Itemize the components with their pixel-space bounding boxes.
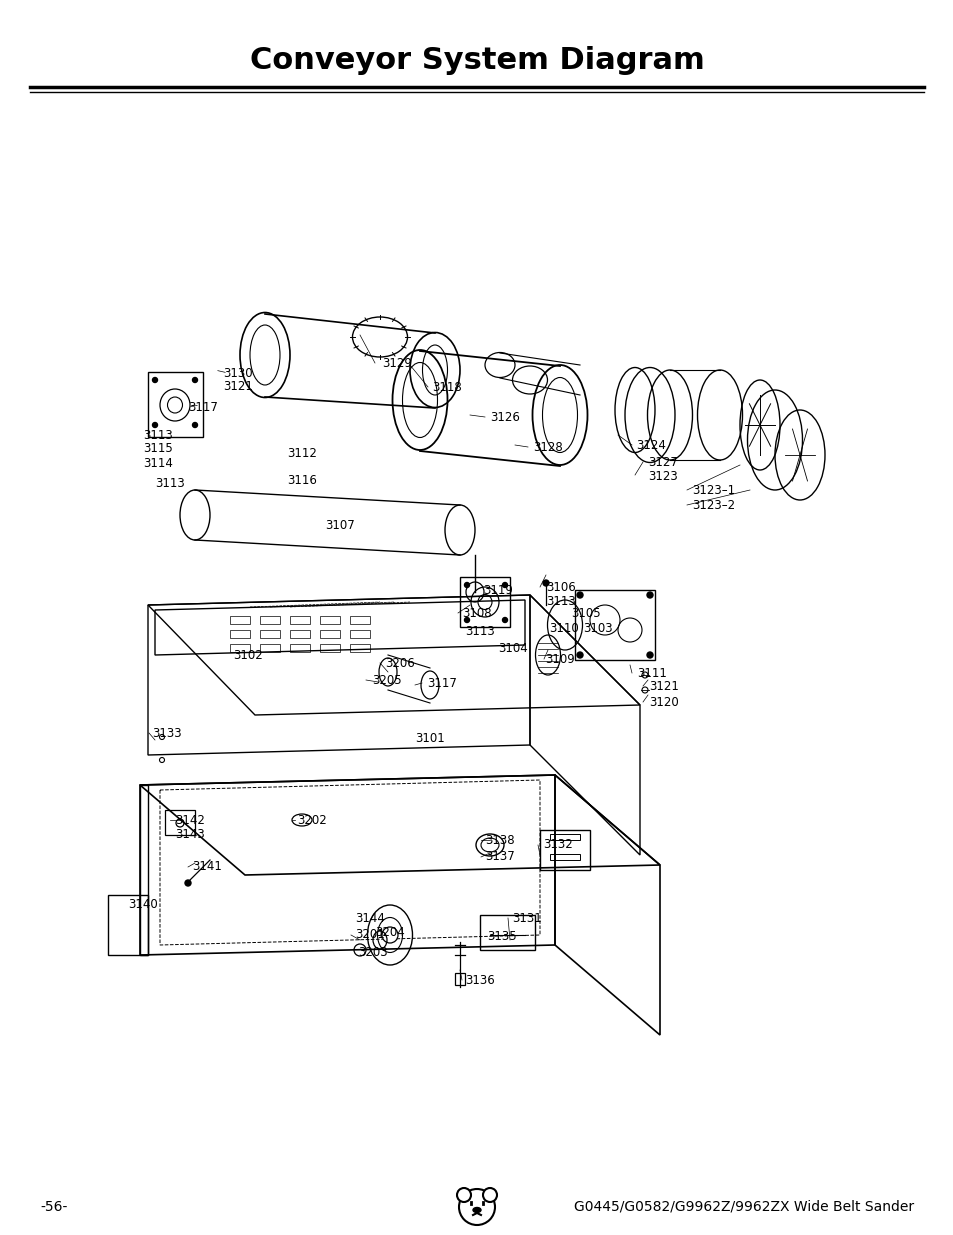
Circle shape [577, 652, 582, 658]
Text: 3123–2: 3123–2 [691, 499, 735, 511]
Text: 3206: 3206 [385, 657, 415, 669]
Bar [459, 577, 510, 627]
Text: 3201: 3201 [355, 929, 384, 941]
Text: 3123: 3123 [647, 469, 677, 483]
Text: 3113: 3113 [143, 429, 172, 441]
Bar [230, 616, 250, 624]
Text: 3202: 3202 [296, 814, 327, 826]
Circle shape [456, 1188, 471, 1202]
Text: 3144: 3144 [355, 911, 384, 925]
Bar [350, 616, 370, 624]
Text: 3103: 3103 [582, 621, 612, 635]
Text: 3127: 3127 [647, 456, 678, 468]
Circle shape [193, 422, 197, 427]
Circle shape [542, 580, 548, 585]
Text: 3113: 3113 [464, 625, 495, 637]
Bar [260, 616, 280, 624]
Bar [550, 853, 579, 860]
Text: 3121: 3121 [223, 379, 253, 393]
Bar [319, 643, 339, 652]
Bar [575, 590, 655, 659]
Text: 3143: 3143 [174, 829, 205, 841]
Bar [350, 643, 370, 652]
Text: 3115: 3115 [143, 441, 172, 454]
Text: 3132: 3132 [542, 839, 572, 851]
Text: G0445/G0582/G9962Z/9962ZX Wide Belt Sander: G0445/G0582/G9962Z/9962ZX Wide Belt Sand… [574, 1200, 913, 1214]
Text: 3128: 3128 [533, 441, 562, 453]
Text: 3133: 3133 [152, 726, 181, 740]
Text: Conveyor System Diagram: Conveyor System Diagram [250, 46, 703, 74]
Circle shape [577, 592, 582, 598]
Text: 3124: 3124 [636, 438, 665, 452]
Text: -56-: -56- [40, 1200, 68, 1214]
Text: 3129: 3129 [381, 357, 412, 369]
Text: 3119: 3119 [482, 583, 513, 597]
Bar [230, 630, 250, 638]
Text: 3111: 3111 [637, 667, 666, 679]
Text: 3108: 3108 [461, 606, 491, 620]
Text: 3141: 3141 [192, 861, 222, 873]
Circle shape [502, 583, 507, 588]
Circle shape [193, 378, 197, 383]
Text: 3102: 3102 [233, 648, 262, 662]
Circle shape [381, 927, 397, 944]
Text: 3136: 3136 [464, 973, 495, 987]
Text: 3104: 3104 [497, 641, 527, 655]
Circle shape [646, 652, 652, 658]
Text: 3113: 3113 [545, 594, 576, 608]
Text: 3106: 3106 [545, 580, 576, 594]
Bar [319, 616, 339, 624]
Text: 3107: 3107 [325, 519, 355, 531]
Bar [260, 643, 280, 652]
Circle shape [464, 583, 469, 588]
Circle shape [152, 378, 157, 383]
Text: 3110: 3110 [548, 621, 578, 635]
Circle shape [152, 422, 157, 427]
Bar [290, 616, 310, 624]
Text: 3137: 3137 [484, 851, 515, 863]
Circle shape [646, 592, 652, 598]
Text: 3205: 3205 [372, 673, 401, 687]
Bar [350, 630, 370, 638]
Text: 3109: 3109 [544, 652, 574, 666]
Circle shape [458, 1189, 495, 1225]
Text: 3113: 3113 [154, 477, 185, 489]
Text: 3121: 3121 [648, 679, 679, 693]
Text: 3138: 3138 [484, 834, 514, 846]
Text: 3130: 3130 [223, 367, 253, 379]
Circle shape [464, 618, 469, 622]
Text: 3117: 3117 [427, 677, 456, 689]
Bar [539, 830, 589, 869]
Text: 3131: 3131 [512, 911, 541, 925]
Bar [290, 630, 310, 638]
Bar [165, 810, 194, 835]
Bar [148, 372, 203, 437]
Circle shape [482, 1188, 497, 1202]
Text: 3101: 3101 [415, 731, 444, 745]
Text: 3116: 3116 [287, 473, 316, 487]
Text: 3117: 3117 [188, 400, 217, 414]
Bar [550, 834, 579, 840]
Text: 3112: 3112 [287, 447, 316, 459]
Circle shape [502, 618, 507, 622]
Bar [260, 630, 280, 638]
Bar [230, 643, 250, 652]
Text: 3204: 3204 [375, 926, 404, 940]
Bar [479, 915, 535, 950]
Text: 3114: 3114 [143, 457, 172, 469]
Text: 3123–1: 3123–1 [691, 483, 735, 496]
Text: 3120: 3120 [648, 695, 678, 709]
Bar [290, 643, 310, 652]
Text: 3135: 3135 [486, 930, 517, 944]
Text: 3142: 3142 [174, 814, 205, 826]
Text: 3126: 3126 [490, 410, 519, 424]
Bar [455, 973, 464, 986]
Circle shape [185, 881, 191, 885]
Text: 3118: 3118 [432, 380, 461, 394]
Text: 3140: 3140 [128, 899, 157, 911]
Ellipse shape [473, 1208, 480, 1213]
Bar [319, 630, 339, 638]
Text: 3105: 3105 [571, 606, 600, 620]
Text: 3203: 3203 [357, 946, 387, 958]
